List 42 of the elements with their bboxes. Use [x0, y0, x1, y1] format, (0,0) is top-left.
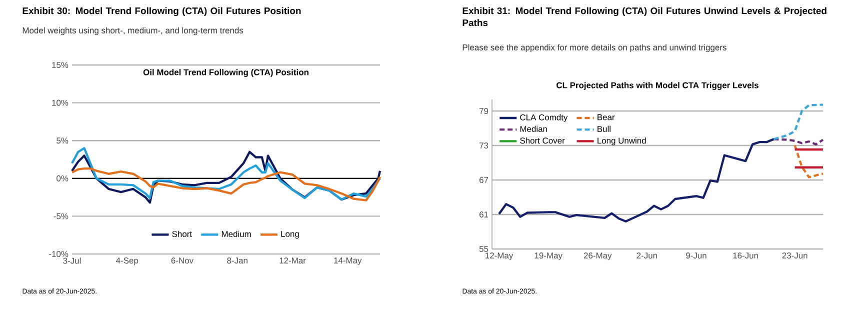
- x-tick-label: 14-May: [334, 258, 362, 266]
- line-series: [794, 144, 824, 178]
- y-tick-label: 0%: [56, 175, 68, 182]
- x-tick-label: 3-Jul: [63, 258, 81, 264]
- x-tick-label: 16-Jun: [733, 252, 758, 259]
- x-tick-label: 12-Mar: [280, 258, 306, 264]
- x-tick-label: 4-Sep: [116, 258, 138, 266]
- x-tick-label: 23-Jun: [782, 252, 808, 259]
- legend-label: Medium: [222, 230, 251, 238]
- y-tick-label: 79: [480, 108, 488, 114]
- y-tick-label: -10%: [49, 251, 68, 257]
- y-tick-label: 10%: [52, 100, 68, 106]
- annotation: Oil Model Trend Following (CTA) Position: [143, 69, 308, 77]
- x-tick-label: 12-May: [486, 252, 514, 260]
- legend-label: Long: [281, 231, 299, 239]
- x-tick-label: 9-Jun: [686, 252, 706, 259]
- legend-label: CLA Comdty: [520, 114, 568, 122]
- y-tick-label: 15%: [52, 62, 68, 68]
- legend-label: Long Unwind: [598, 137, 646, 146]
- legend-label: Short: [172, 230, 192, 238]
- legend-label: Bear: [598, 114, 615, 120]
- chart-title: Exhibit 30: Model Trend Following (CTA) Oil Futures Position: [22, 7, 301, 16]
- y-tick-label: 67: [480, 177, 488, 183]
- y-tick-label: 61: [480, 212, 488, 218]
- legend-label: Short Cover: [520, 137, 565, 144]
- chart-subtitle: Please see the appendix for more details on paths and unwind triggers: [462, 44, 726, 52]
- y-tick-label: 73: [480, 142, 488, 148]
- x-tick-label: 6-Nov: [171, 258, 194, 264]
- y-tick-label: 5%: [56, 138, 68, 144]
- x-tick-label: 8-Jan: [227, 258, 248, 264]
- y-tick-label: 55: [479, 246, 488, 252]
- chart-title: Exhibit 31: Model Trend Following (CTA) Oil Futures Unwind Levels & Projected Paths: [462, 7, 826, 26]
- line-series: [70, 167, 382, 202]
- text: CL Projected Paths with Model CTA Trigger Levels: [556, 82, 758, 90]
- x-tick-label: 2-Jun: [636, 252, 657, 259]
- legend-label: Median: [520, 126, 547, 132]
- y-tick-label: -5%: [54, 213, 68, 220]
- x-tick-label: 26-May: [584, 252, 612, 260]
- legend-label: Bull: [598, 126, 610, 132]
- chart-subtitle: Model weights using short-, medium-, and long-term trends: [22, 27, 244, 36]
- x-tick-label: 19-May: [534, 252, 562, 260]
- line-series: [772, 104, 824, 140]
